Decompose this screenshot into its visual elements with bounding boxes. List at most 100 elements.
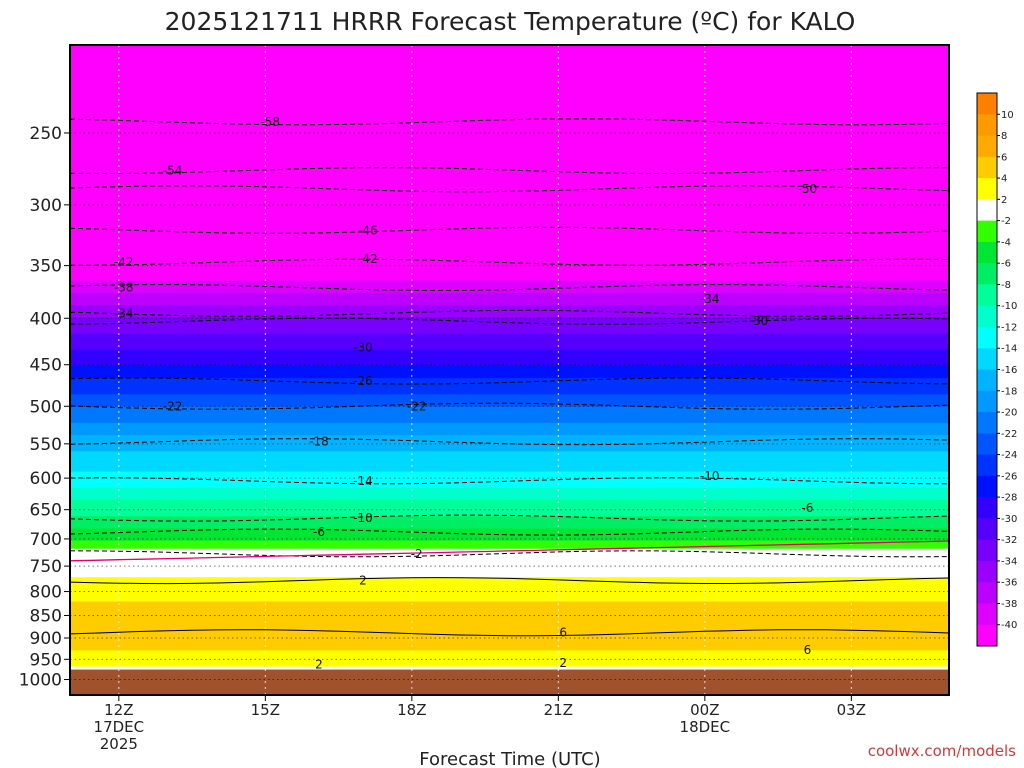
colorbar-label: -28	[1001, 493, 1017, 504]
temperature-band	[70, 390, 949, 396]
temperature-band	[70, 110, 949, 115]
temperature-band	[70, 520, 949, 526]
temperature-band	[70, 447, 949, 453]
temperature-band	[70, 601, 949, 607]
temperature-band	[70, 118, 949, 123]
temperature-band	[70, 430, 949, 436]
temperature-band	[70, 252, 949, 258]
temperature-band	[70, 166, 949, 172]
y-tick-label: 650	[30, 501, 62, 521]
temperature-band	[70, 471, 949, 477]
temperature-band	[70, 317, 949, 323]
temperature-band	[70, 394, 949, 400]
contour-label: 6	[559, 626, 567, 640]
temperature-band	[70, 382, 949, 388]
temperature-band	[70, 435, 949, 440]
colorbar-label: -24	[1001, 450, 1017, 461]
contour-label: 2	[359, 574, 367, 588]
y-tick-label: 300	[30, 196, 62, 216]
temperature-band	[70, 638, 949, 643]
contour-label: -42	[358, 252, 378, 266]
isotherm-line	[70, 226, 949, 234]
temperature-band	[70, 114, 949, 119]
temperature-band	[70, 260, 949, 266]
temperature-band	[70, 544, 949, 550]
contour-label: -10	[700, 469, 720, 483]
temperature-band	[70, 191, 949, 197]
temperature-band	[70, 516, 949, 522]
temperature-band	[70, 418, 949, 424]
colorbar-label: -18	[1001, 386, 1017, 397]
colorbar-label: -12	[1001, 323, 1017, 334]
temperature-band	[70, 455, 949, 461]
colorbar-label: -6	[1001, 259, 1011, 270]
temperature-band	[70, 97, 949, 103]
colorbar-label: -4	[1001, 237, 1011, 248]
temperature-band	[70, 512, 949, 518]
temperature-band	[70, 536, 949, 542]
x-tick-label: 2025	[100, 735, 138, 753]
temperature-band	[70, 162, 949, 168]
colorbar-swatch	[977, 369, 997, 392]
temperature-band	[70, 77, 949, 83]
contour-labels: -58-54-50-46-42 -42-38-34-34-30-30-26-22-…	[114, 115, 817, 671]
temperature-band	[70, 646, 949, 652]
isotherm-line	[70, 185, 949, 193]
colorbar-label: -16	[1001, 365, 1017, 376]
temperature-band	[70, 593, 949, 599]
temperature-band	[70, 93, 949, 99]
colorbar-label: -32	[1001, 535, 1017, 546]
x-tick-label: 12Z	[104, 701, 133, 719]
y-tick-label: 800	[30, 583, 62, 603]
below-ground-fill	[70, 669, 949, 695]
temperature-band	[70, 609, 949, 615]
colorbar-swatch	[977, 348, 997, 370]
colorbar-label: -22	[1001, 429, 1017, 440]
colorbar: 10 8 6 4 2 -2 -4 -6 -8 -10 -12 -14 -16 -18 -20 -22 -24 -2…	[976, 92, 1017, 647]
isotherm-line	[70, 438, 949, 446]
temperature-band	[70, 414, 949, 420]
temperature-band	[70, 61, 949, 67]
temperature-band	[70, 195, 949, 201]
temperature-band	[70, 666, 949, 672]
y-tick-label: 450	[30, 356, 62, 376]
temperature-band	[70, 487, 949, 493]
contour-label: -22	[407, 399, 427, 413]
temperature-band	[70, 325, 949, 331]
colorbar-label: 8	[1001, 131, 1007, 142]
temperature-band	[70, 495, 949, 501]
contour-label: -22	[163, 399, 183, 413]
temperature-band	[70, 422, 949, 428]
colorbar-label: -8	[1001, 280, 1011, 291]
x-tick-label: 17DEC	[94, 718, 145, 736]
colorbar-swatch	[977, 326, 997, 349]
temperature-band	[70, 256, 949, 262]
colorbar-swatch	[977, 305, 997, 328]
isotherm-line	[70, 309, 949, 317]
contour-label: -14	[353, 474, 373, 488]
temperature-band	[70, 85, 949, 91]
temperature-band	[70, 504, 949, 509]
contour-label: -6	[801, 501, 813, 515]
temperature-band	[70, 617, 949, 623]
isotherm-line	[70, 550, 949, 558]
temperature-band	[70, 605, 949, 611]
contour-label: -6	[313, 525, 325, 539]
colorbar-swatch	[977, 220, 997, 243]
colorbar-label: -36	[1001, 578, 1017, 589]
temperature-band	[70, 288, 949, 294]
temperature-band	[70, 353, 949, 359]
temperature-band	[70, 101, 949, 107]
isotherm-line	[70, 577, 949, 585]
temperature-band	[70, 300, 949, 306]
x-tick-label: 18Z	[397, 701, 426, 719]
temperature-band	[70, 150, 949, 156]
temperature-band	[70, 589, 949, 595]
x-tick-label: 21Z	[544, 701, 573, 719]
freezing-line	[70, 540, 949, 562]
colorbar-label: -30	[1001, 514, 1017, 525]
temperature-band	[70, 321, 949, 327]
temperature-band	[70, 272, 949, 278]
contour-label: -30	[749, 314, 769, 328]
temperature-band	[70, 154, 949, 160]
